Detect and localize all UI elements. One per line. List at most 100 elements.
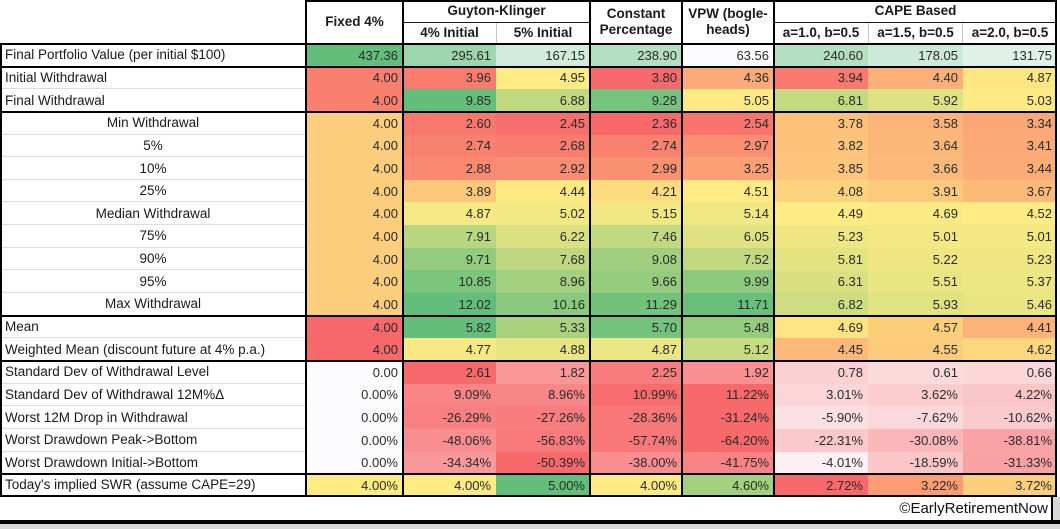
table-cell[interactable]: 2.68 bbox=[496, 134, 590, 158]
table-cell[interactable]: 5.00% bbox=[496, 474, 590, 497]
table-cell[interactable]: 4.57 bbox=[868, 315, 963, 339]
table-cell[interactable]: -26.29% bbox=[403, 406, 496, 429]
table-cell[interactable]: 9.99 bbox=[682, 270, 774, 294]
table-cell[interactable]: 6.81 bbox=[774, 89, 868, 112]
table-cell[interactable]: 6.82 bbox=[774, 293, 868, 316]
table-cell[interactable]: -10.62% bbox=[963, 406, 1057, 429]
table-cell[interactable]: 3.25 bbox=[682, 157, 774, 180]
row-label[interactable]: Initial Withdrawal bbox=[0, 66, 306, 90]
table-cell[interactable]: 4.60% bbox=[682, 474, 774, 497]
row-label[interactable]: 75% bbox=[0, 225, 306, 248]
table-cell[interactable]: 238.90 bbox=[590, 44, 682, 67]
table-cell[interactable]: 3.94 bbox=[774, 66, 868, 90]
table-cell[interactable]: 3.64 bbox=[868, 134, 963, 158]
table-cell[interactable]: -41.75% bbox=[682, 451, 774, 475]
table-cell[interactable]: 0.66 bbox=[963, 360, 1057, 384]
table-cell[interactable]: 3.58 bbox=[868, 111, 963, 135]
table-cell[interactable]: 4.00 bbox=[306, 225, 403, 248]
table-cell[interactable]: 5.01 bbox=[963, 225, 1057, 248]
table-cell[interactable]: -38.00% bbox=[590, 451, 682, 475]
table-cell[interactable]: -22.31% bbox=[774, 428, 868, 452]
table-cell[interactable]: -64.20% bbox=[682, 428, 774, 452]
table-cell[interactable]: 4.40 bbox=[868, 66, 963, 90]
row-label[interactable]: Weighted Mean (discount future at 4% p.a… bbox=[0, 338, 306, 361]
table-cell[interactable]: 4.95 bbox=[496, 66, 590, 90]
table-cell[interactable]: 5.02 bbox=[496, 202, 590, 226]
table-cell[interactable]: 4.36 bbox=[682, 66, 774, 90]
table-cell[interactable]: 1.82 bbox=[496, 360, 590, 384]
table-cell[interactable]: 7.46 bbox=[590, 225, 682, 248]
table-cell[interactable]: 3.44 bbox=[963, 157, 1057, 180]
table-cell[interactable]: -30.08% bbox=[868, 428, 963, 452]
col-header-fixed-4pct[interactable]: Fixed 4% bbox=[306, 0, 403, 44]
table-cell[interactable]: -4.01% bbox=[774, 451, 868, 475]
table-cell[interactable]: 5.05 bbox=[682, 89, 774, 112]
row-label[interactable]: Final Withdrawal bbox=[0, 89, 306, 112]
table-cell[interactable]: 10.99% bbox=[590, 383, 682, 407]
table-cell[interactable]: 3.72% bbox=[963, 474, 1057, 497]
row-label[interactable]: Today's implied SWR (assume CAPE=29) bbox=[0, 474, 306, 497]
table-cell[interactable]: 8.96% bbox=[496, 383, 590, 407]
table-cell[interactable]: 2.36 bbox=[590, 111, 682, 135]
table-cell[interactable]: 0.00 bbox=[306, 360, 403, 384]
table-cell[interactable]: 4.00 bbox=[306, 66, 403, 90]
table-cell[interactable]: 2.72% bbox=[774, 474, 868, 497]
table-cell[interactable]: 4.49 bbox=[774, 202, 868, 226]
table-cell[interactable]: 240.60 bbox=[774, 44, 868, 67]
table-cell[interactable]: 0.00% bbox=[306, 451, 403, 475]
table-cell[interactable]: 3.80 bbox=[590, 66, 682, 90]
col-header-constant-percentage[interactable]: Constant Percentage bbox=[590, 0, 682, 44]
table-cell[interactable]: -5.90% bbox=[774, 406, 868, 429]
table-cell[interactable]: 5.92 bbox=[868, 89, 963, 112]
table-cell[interactable]: -38.81% bbox=[963, 428, 1057, 452]
table-cell[interactable]: 4.00 bbox=[306, 89, 403, 112]
row-label[interactable]: Max Withdrawal bbox=[0, 293, 306, 316]
table-cell[interactable]: -28.36% bbox=[590, 406, 682, 429]
table-cell[interactable]: 4.00 bbox=[306, 315, 403, 339]
table-cell[interactable]: 5.37 bbox=[963, 270, 1057, 294]
table-cell[interactable]: 3.22% bbox=[868, 474, 963, 497]
table-cell[interactable]: 3.41 bbox=[963, 134, 1057, 158]
table-cell[interactable]: 0.61 bbox=[868, 360, 963, 384]
table-cell[interactable]: 5.14 bbox=[682, 202, 774, 226]
table-cell[interactable]: 9.85 bbox=[403, 89, 496, 112]
col-group-cape-based[interactable]: CAPE Based bbox=[774, 0, 1057, 22]
table-cell[interactable]: 4.77 bbox=[403, 338, 496, 361]
table-cell[interactable]: 4.88 bbox=[496, 338, 590, 361]
table-cell[interactable]: 4.00 bbox=[306, 338, 403, 361]
row-label[interactable]: 10% bbox=[0, 157, 306, 180]
table-cell[interactable]: 5.12 bbox=[682, 338, 774, 361]
row-label[interactable]: Min Withdrawal bbox=[0, 111, 306, 135]
table-cell[interactable]: 9.09% bbox=[403, 383, 496, 407]
table-cell[interactable]: 7.91 bbox=[403, 225, 496, 248]
table-cell[interactable]: 3.66 bbox=[868, 157, 963, 180]
table-cell[interactable]: -18.59% bbox=[868, 451, 963, 475]
table-cell[interactable]: -57.74% bbox=[590, 428, 682, 452]
table-cell[interactable]: 4.45 bbox=[774, 338, 868, 361]
row-label[interactable]: 90% bbox=[0, 247, 306, 271]
table-cell[interactable]: 4.00 bbox=[306, 247, 403, 271]
table-cell[interactable]: 12.02 bbox=[403, 293, 496, 316]
table-cell[interactable]: 3.91 bbox=[868, 179, 963, 203]
table-cell[interactable]: 4.69 bbox=[868, 202, 963, 226]
table-cell[interactable]: 2.25 bbox=[590, 360, 682, 384]
table-cell[interactable]: 3.62% bbox=[868, 383, 963, 407]
table-cell[interactable]: 8.96 bbox=[496, 270, 590, 294]
col-header-gk-5pct-initial[interactable]: 5% Initial bbox=[496, 22, 590, 44]
table-cell[interactable]: 11.22% bbox=[682, 383, 774, 407]
table-cell[interactable]: 4.22% bbox=[963, 383, 1057, 407]
table-cell[interactable]: 5.01 bbox=[868, 225, 963, 248]
row-label[interactable]: 5% bbox=[0, 134, 306, 158]
col-header-gk-4pct-initial[interactable]: 4% Initial bbox=[403, 22, 496, 44]
table-cell[interactable]: 10.16 bbox=[496, 293, 590, 316]
table-cell[interactable]: 0.78 bbox=[774, 360, 868, 384]
col-header-cape-a15-b05[interactable]: a=1.5, b=0.5 bbox=[868, 22, 963, 44]
table-cell[interactable]: 4.87 bbox=[403, 202, 496, 226]
table-cell[interactable]: 5.70 bbox=[590, 315, 682, 339]
table-cell[interactable]: 2.60 bbox=[403, 111, 496, 135]
table-cell[interactable]: 9.08 bbox=[590, 247, 682, 271]
table-cell[interactable]: -34.34% bbox=[403, 451, 496, 475]
table-cell[interactable]: 4.00 bbox=[306, 134, 403, 158]
col-header-cape-a10-b05[interactable]: a=1.0, b=0.5 bbox=[774, 22, 868, 44]
row-label[interactable]: Standard Dev of Withdrawal 12M%Δ bbox=[0, 383, 306, 407]
